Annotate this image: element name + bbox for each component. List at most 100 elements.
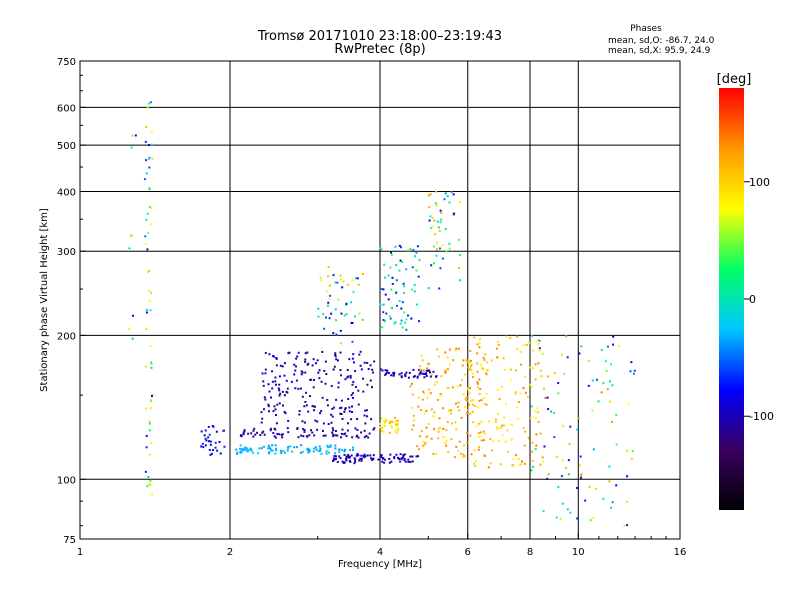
- data-point: [416, 245, 419, 248]
- data-point: [339, 274, 342, 277]
- data-point: [457, 347, 460, 350]
- data-point: [264, 372, 267, 375]
- data-point: [494, 418, 497, 421]
- data-point: [448, 348, 451, 351]
- data-point: [482, 430, 485, 433]
- data-point: [146, 485, 149, 488]
- data-point: [390, 288, 393, 291]
- data-point: [423, 443, 426, 446]
- data-point: [355, 435, 358, 438]
- data-point: [517, 457, 520, 460]
- data-point: [360, 454, 363, 457]
- data-point: [466, 409, 469, 412]
- data-point: [271, 380, 274, 383]
- data-point: [363, 456, 366, 459]
- data-point: [417, 275, 420, 278]
- data-point: [412, 248, 415, 251]
- data-point: [403, 453, 406, 456]
- data-point: [509, 368, 512, 371]
- data-point: [323, 369, 326, 372]
- data-point: [478, 422, 481, 425]
- data-point: [465, 396, 468, 399]
- data-point: [145, 172, 148, 175]
- data-point: [541, 456, 544, 459]
- data-point: [430, 227, 433, 230]
- data-point: [409, 460, 412, 463]
- data-point: [350, 454, 353, 457]
- data-point: [264, 351, 267, 354]
- data-point: [430, 437, 433, 440]
- data-point: [131, 134, 134, 137]
- data-point: [150, 361, 153, 364]
- colorbar-gradient: [719, 88, 744, 510]
- data-point: [353, 462, 356, 465]
- data-point: [479, 388, 482, 391]
- data-point: [510, 464, 513, 467]
- data-point: [347, 456, 350, 459]
- data-point: [267, 405, 270, 408]
- data-point: [592, 448, 595, 451]
- data-point: [502, 424, 505, 427]
- data-point: [148, 422, 151, 425]
- data-point: [441, 244, 444, 247]
- data-point: [393, 455, 396, 458]
- data-point: [279, 392, 282, 395]
- data-point: [278, 402, 281, 405]
- data-point: [369, 364, 372, 367]
- data-point: [240, 435, 243, 438]
- data-point: [442, 436, 445, 439]
- data-point: [463, 405, 466, 408]
- data-point: [330, 413, 333, 416]
- data-point: [611, 501, 614, 504]
- data-point: [462, 453, 465, 456]
- data-point: [436, 220, 439, 223]
- data-point: [565, 335, 568, 338]
- data-point: [335, 457, 338, 460]
- data-point: [144, 470, 147, 473]
- data-point: [128, 247, 131, 250]
- data-point: [321, 429, 324, 432]
- data-point: [304, 360, 307, 363]
- data-point: [309, 378, 312, 381]
- data-point: [335, 358, 338, 361]
- data-point: [312, 450, 315, 453]
- data-point: [418, 368, 421, 371]
- data-point: [612, 343, 615, 346]
- data-point: [503, 368, 506, 371]
- data-point: [303, 430, 306, 433]
- data-point: [394, 429, 397, 432]
- data-point: [523, 462, 526, 465]
- data-point: [339, 412, 342, 415]
- data-point: [339, 278, 342, 281]
- data-point: [344, 432, 347, 435]
- data-point: [351, 446, 354, 449]
- data-point: [348, 456, 351, 459]
- data-point: [150, 207, 153, 210]
- data-point: [448, 409, 451, 412]
- data-point: [568, 442, 571, 445]
- data-point: [544, 396, 547, 399]
- data-point: [631, 450, 634, 453]
- data-point: [426, 363, 429, 366]
- data-point: [626, 475, 629, 478]
- data-point: [541, 460, 544, 463]
- data-point: [407, 376, 410, 379]
- data-point: [442, 427, 445, 430]
- data-point: [306, 447, 309, 450]
- data-point: [353, 457, 356, 460]
- data-point: [262, 380, 265, 383]
- data-point: [201, 442, 204, 445]
- data-point: [418, 373, 421, 376]
- data-point: [304, 400, 307, 403]
- data-point: [372, 428, 375, 431]
- data-point: [529, 416, 532, 419]
- data-point: [510, 438, 513, 441]
- data-point: [360, 368, 363, 371]
- data-point: [456, 405, 459, 408]
- data-point: [303, 421, 306, 424]
- data-point: [350, 418, 353, 421]
- data-point: [594, 488, 597, 491]
- data-point: [395, 264, 398, 267]
- data-point: [388, 420, 391, 423]
- data-point: [306, 363, 309, 366]
